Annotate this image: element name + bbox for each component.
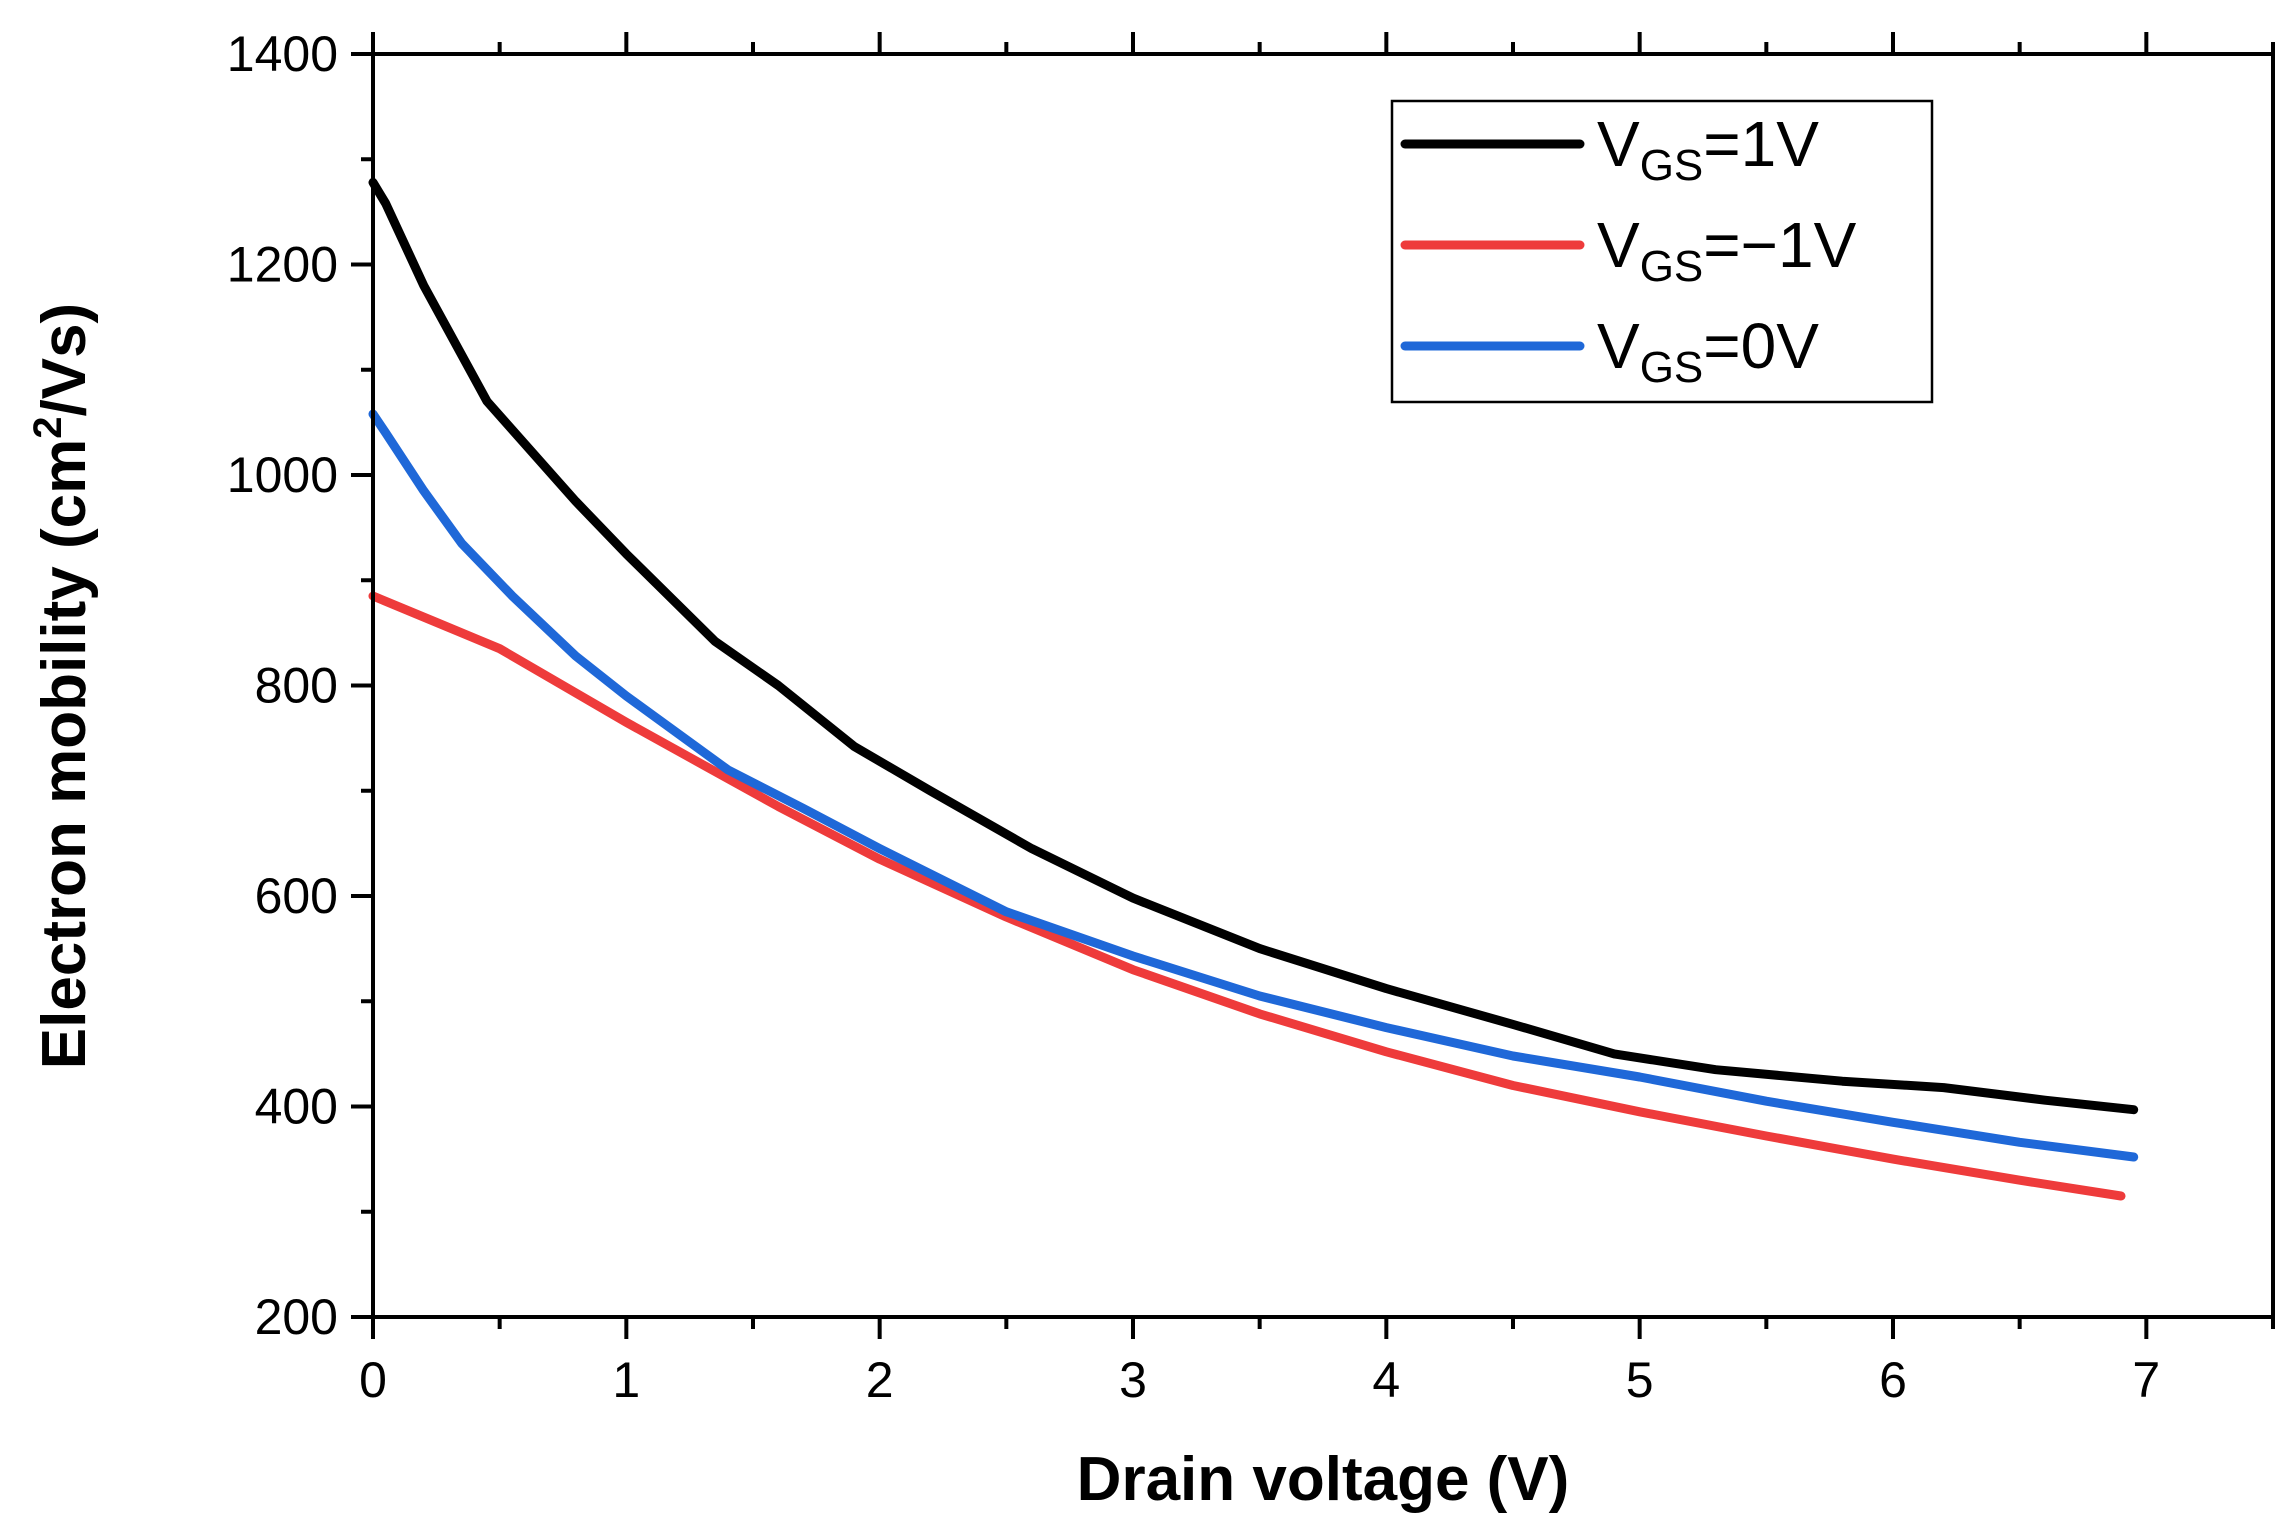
- legend-label-2: VGS=0V: [1597, 310, 1819, 392]
- y-axis-title-sup: 2: [26, 417, 70, 439]
- y-tick-label-1: 400: [255, 1079, 338, 1135]
- x-tick-label-1: 1: [612, 1352, 640, 1408]
- y-axis-title-main: Electron mobility (cm: [30, 439, 99, 1069]
- legend-label-0: VGS=1V: [1597, 108, 1819, 190]
- y-tick-label-2: 600: [255, 868, 338, 924]
- y-tick-label-6: 1400: [227, 26, 338, 82]
- x-tick-label-3: 3: [1119, 1352, 1147, 1408]
- series-line-2: [368, 409, 2139, 1162]
- tick-labels-layer: 0 1 2 3 4 5 6 7 200 400 600 800 1000 1200 1400: [227, 26, 2160, 1408]
- x-tick-label-0: 0: [359, 1352, 387, 1408]
- series-layer: [368, 177, 2139, 1201]
- legend-items: VGS=1V VGS=−1V VGS=0V: [1400, 108, 1857, 392]
- x-tick-label-2: 2: [866, 1352, 894, 1408]
- y-tick-label-4: 1000: [227, 447, 338, 503]
- x-tick-label-7: 7: [2132, 1352, 2160, 1408]
- y-tick-label-5: 1200: [227, 237, 338, 293]
- ticks-layer: [351, 32, 2275, 1339]
- y-tick-label-0: 200: [255, 1289, 338, 1345]
- y-tick-label-3: 800: [255, 658, 338, 714]
- series-line-0: [368, 177, 2139, 1115]
- legend-label-1: VGS=−1V: [1597, 209, 1857, 291]
- x-tick-label-4: 4: [1372, 1352, 1400, 1408]
- x-tick-label-6: 6: [1879, 1352, 1907, 1408]
- x-tick-label-5: 5: [1626, 1352, 1654, 1408]
- y-axis-title: Electron mobility (cm2/Vs): [26, 303, 99, 1069]
- series-line-1: [368, 591, 2126, 1201]
- x-axis-title: Drain voltage (V): [1077, 1445, 1570, 1514]
- legend: VGS=1V VGS=−1V VGS=0V: [1390, 99, 1934, 404]
- y-axis-title-tail: /Vs): [30, 303, 99, 417]
- legend-box: [1390, 99, 1934, 404]
